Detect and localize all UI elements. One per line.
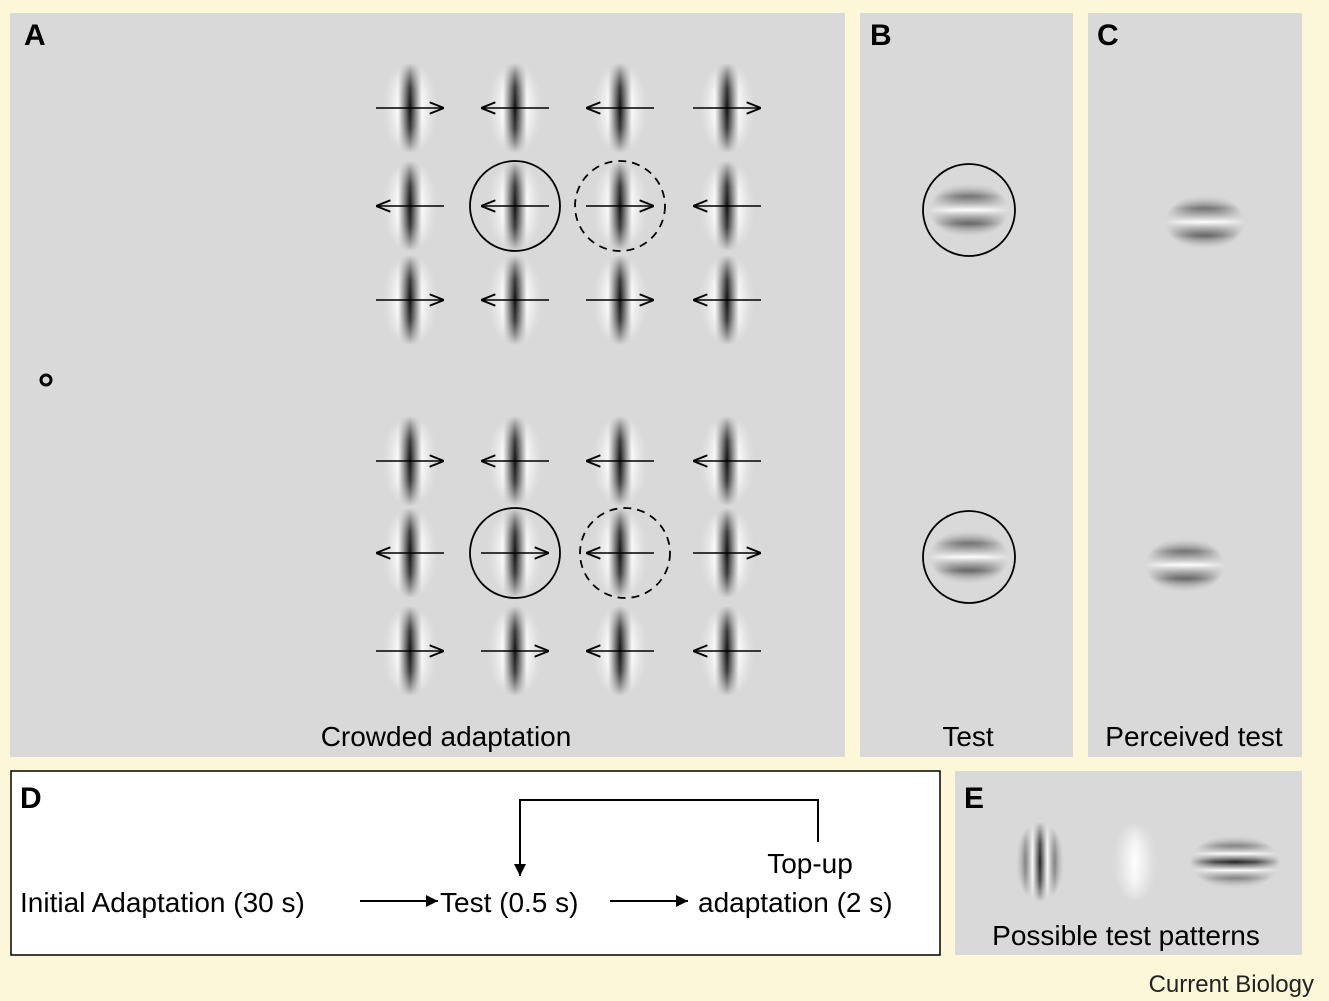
caption: Perceived test: [1105, 721, 1283, 752]
gabor: [1110, 822, 1160, 902]
caption: Test: [942, 721, 994, 752]
flow-step: adaptation (2 s): [698, 887, 893, 918]
credit: Current Biology: [1149, 971, 1314, 998]
gabor: [929, 182, 1009, 238]
caption: Crowded adaptation: [321, 721, 572, 752]
panel-label: E: [964, 782, 984, 815]
gabor: [929, 529, 1009, 585]
gabor: [1165, 194, 1245, 250]
figure: A B C D E Crowded adaptation Test Percei…: [0, 0, 1329, 1001]
panel-c: [1088, 13, 1302, 757]
flow-step: Top-up: [767, 848, 853, 879]
flow-step: Initial Adaptation (30 s): [20, 887, 305, 918]
panel-label: D: [20, 782, 42, 815]
gabor: [1145, 537, 1225, 593]
caption: Possible test patterns: [992, 920, 1260, 951]
flow-step: Test (0.5 s): [440, 887, 578, 918]
gabor: [1015, 822, 1065, 902]
panel-label: A: [24, 19, 46, 52]
panel-label: C: [1097, 19, 1119, 52]
gabor: [1190, 835, 1280, 890]
panel-label: B: [870, 19, 892, 52]
panel-b: [860, 13, 1073, 757]
